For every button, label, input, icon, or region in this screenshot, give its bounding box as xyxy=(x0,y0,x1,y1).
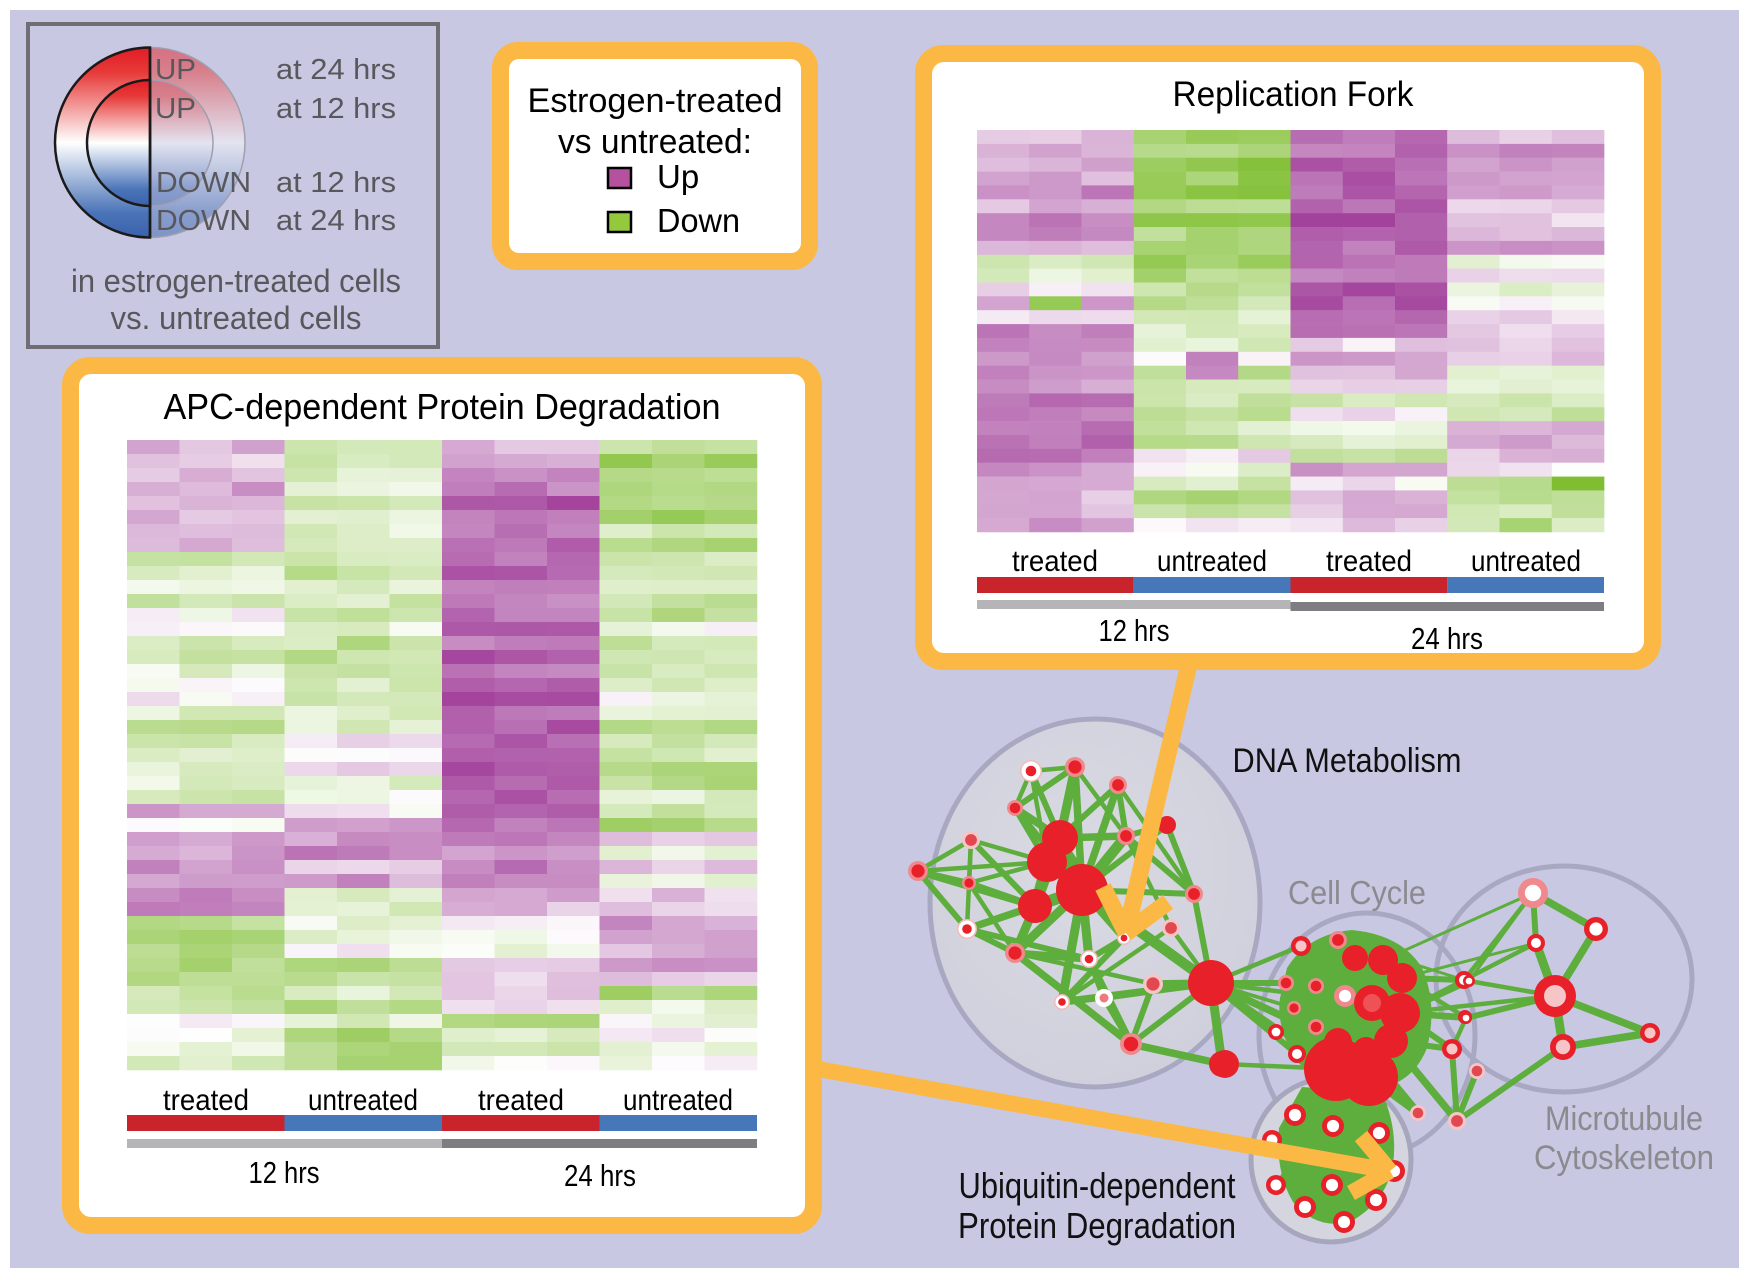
svg-text:Up: Up xyxy=(657,158,699,195)
svg-text:DOWN: DOWN xyxy=(156,167,251,199)
svg-text:Cytoskeleton: Cytoskeleton xyxy=(1534,1139,1714,1177)
svg-text:UP: UP xyxy=(155,93,196,125)
svg-text:vs. untreated cells: vs. untreated cells xyxy=(111,300,362,336)
svg-text:UP: UP xyxy=(155,54,196,86)
svg-text:untreated: untreated xyxy=(623,1084,733,1117)
svg-text:Ubiquitin-dependent: Ubiquitin-dependent xyxy=(959,1165,1236,1206)
svg-text:at 24 hrs: at 24 hrs xyxy=(276,205,396,237)
svg-text:at 24 hrs: at 24 hrs xyxy=(276,54,396,86)
svg-text:24 hrs: 24 hrs xyxy=(564,1158,636,1193)
svg-text:in estrogen-treated cells: in estrogen-treated cells xyxy=(71,263,401,299)
svg-text:treated: treated xyxy=(1012,545,1098,578)
svg-text:Estrogen-treated: Estrogen-treated xyxy=(528,82,783,120)
svg-text:24 hrs: 24 hrs xyxy=(1411,621,1483,656)
svg-text:Protein Degradation: Protein Degradation xyxy=(958,1205,1236,1246)
svg-text:vs untreated:: vs untreated: xyxy=(558,123,752,161)
svg-text:Down: Down xyxy=(657,202,740,239)
svg-text:at 12 hrs: at 12 hrs xyxy=(276,93,396,125)
svg-text:treated: treated xyxy=(478,1084,564,1117)
svg-text:untreated: untreated xyxy=(1471,545,1581,578)
svg-text:Replication Fork: Replication Fork xyxy=(1173,75,1414,114)
svg-text:untreated: untreated xyxy=(308,1084,418,1117)
svg-text:untreated: untreated xyxy=(1157,545,1267,578)
svg-text:DOWN: DOWN xyxy=(156,205,251,237)
svg-text:DNA Metabolism: DNA Metabolism xyxy=(1233,742,1462,780)
svg-text:treated: treated xyxy=(163,1084,249,1117)
svg-text:treated: treated xyxy=(1326,545,1412,578)
svg-text:APC-dependent Protein Degradat: APC-dependent Protein Degradation xyxy=(164,386,721,427)
svg-text:at 12 hrs: at 12 hrs xyxy=(276,167,396,199)
svg-text:Cell Cycle: Cell Cycle xyxy=(1288,874,1426,911)
svg-text:12 hrs: 12 hrs xyxy=(249,1155,320,1190)
svg-text:Microtubule: Microtubule xyxy=(1545,1100,1703,1138)
svg-text:12 hrs: 12 hrs xyxy=(1099,613,1170,648)
